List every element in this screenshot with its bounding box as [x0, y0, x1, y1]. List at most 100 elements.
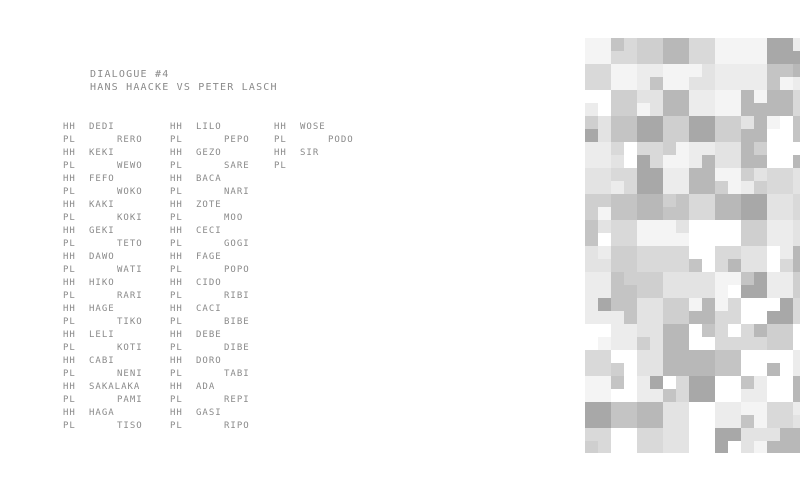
mosaic-cell — [780, 246, 793, 259]
mosaic-block — [767, 142, 793, 168]
speaker-label: PL — [170, 135, 183, 145]
speaker-label: HH — [170, 148, 183, 158]
mosaic-cell — [767, 298, 780, 311]
mosaic-block — [741, 220, 767, 246]
speaker-label: HH — [170, 278, 183, 288]
speaker-label: PL — [63, 239, 76, 249]
mosaic-cell — [624, 64, 637, 77]
spoken-word: TISO — [117, 421, 143, 431]
spoken-word: SAKALAKA — [89, 382, 141, 392]
mosaic-cell — [663, 389, 676, 402]
mosaic-cell — [793, 402, 800, 415]
speaker-label: PL — [63, 395, 76, 405]
spoken-word: CECI — [196, 226, 222, 236]
mosaic-cell — [793, 38, 800, 51]
spoken-word: FEFO — [89, 174, 115, 184]
speaker-label: PL — [63, 265, 76, 275]
mosaic-block — [715, 142, 741, 168]
mosaic-block — [663, 246, 689, 272]
mosaic-block — [663, 38, 689, 64]
speaker-label: HH — [274, 148, 287, 158]
spoken-word: SARE — [224, 161, 250, 171]
spoken-word: RARI — [117, 291, 143, 301]
mosaic-cell — [611, 311, 624, 324]
spoken-word: PAMI — [117, 395, 143, 405]
mosaic-cell — [676, 220, 689, 233]
mosaic-cell — [767, 428, 780, 441]
speaker-label: HH — [170, 304, 183, 314]
mosaic-block — [793, 428, 800, 453]
mosaic-cell — [715, 298, 728, 311]
spoken-word: CIDO — [196, 278, 222, 288]
speaker-label: HH — [274, 122, 287, 132]
spoken-word: WOKO — [117, 187, 143, 197]
spoken-word: TIKO — [117, 317, 143, 327]
speaker-label: HH — [63, 304, 76, 314]
spoken-word: WOSE — [300, 122, 326, 132]
speaker-label: HH — [170, 174, 183, 184]
spoken-word: HAGA — [89, 408, 115, 418]
mosaic-block — [715, 376, 741, 402]
speaker-label: HH — [63, 226, 76, 236]
mosaic-cell — [728, 324, 741, 337]
speaker-label: PL — [170, 265, 183, 275]
mosaic-cell — [767, 363, 780, 376]
mosaic-cell — [754, 441, 767, 453]
spoken-word: LILO — [196, 122, 222, 132]
mosaic-cell — [728, 285, 741, 298]
spoken-word: POPO — [224, 265, 250, 275]
speaker-label: PL — [170, 291, 183, 301]
mosaic-cell — [611, 363, 624, 376]
mosaic-cell — [585, 129, 598, 142]
speaker-label: PL — [170, 187, 183, 197]
spoken-word: REPI — [224, 395, 250, 405]
mosaic-cell — [598, 233, 611, 246]
spoken-word: WEWO — [117, 161, 143, 171]
speaker-label: PL — [63, 213, 76, 223]
spoken-word: PEPO — [224, 135, 250, 145]
speaker-label: HH — [170, 356, 183, 366]
mosaic-cell — [598, 272, 611, 285]
speaker-label: HH — [170, 382, 183, 392]
spoken-word: PODO — [328, 135, 354, 145]
mosaic-cell — [702, 155, 715, 168]
mosaic-block — [611, 220, 637, 246]
speaker-label: HH — [170, 252, 183, 262]
mosaic-cell — [611, 38, 624, 51]
spoken-word: GEZO — [196, 148, 222, 158]
mosaic-cell — [780, 77, 793, 90]
mosaic-block — [793, 324, 800, 350]
mosaic-block — [793, 376, 800, 402]
mosaic-cell — [793, 64, 800, 77]
mosaic-cell — [741, 415, 754, 428]
title-line-1: DIALOGUE #4 — [90, 69, 170, 80]
mosaic-cell — [637, 155, 650, 168]
mosaic-cell — [598, 207, 611, 220]
mosaic-cell — [754, 168, 767, 181]
speaker-label: HH — [63, 408, 76, 418]
mosaic-cell — [741, 181, 754, 194]
mosaic-block — [767, 168, 793, 194]
speaker-label: PL — [63, 343, 76, 353]
mosaic-block — [663, 428, 689, 453]
speaker-label: PL — [63, 291, 76, 301]
mosaic-block — [585, 350, 611, 376]
mosaic-cell — [689, 298, 702, 311]
mosaic-cell — [793, 155, 800, 168]
mosaic-block — [637, 350, 663, 376]
mosaic-cell — [585, 103, 598, 116]
mosaic-block — [689, 168, 715, 194]
speaker-label: HH — [63, 148, 76, 158]
mosaic-cell — [611, 142, 624, 155]
speaker-label: PL — [170, 369, 183, 379]
mosaic-cell — [611, 168, 624, 181]
mosaic-cell — [754, 90, 767, 103]
speaker-label: PL — [63, 187, 76, 197]
mosaic-cell — [598, 298, 611, 311]
speaker-label: PL — [170, 343, 183, 353]
spoken-word: TETO — [117, 239, 143, 249]
speaker-label: HH — [170, 408, 183, 418]
speaker-label: PL — [170, 395, 183, 405]
spoken-word: ZOTE — [196, 200, 222, 210]
